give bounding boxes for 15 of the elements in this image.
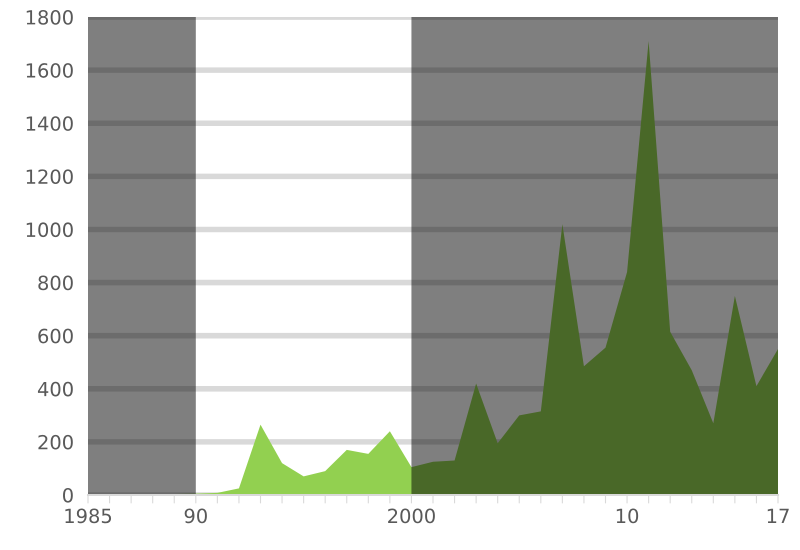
x-tick-label: 2000 bbox=[388, 508, 435, 524]
y-tick-label: 0 bbox=[63, 488, 73, 503]
y-tick-label: 1000 bbox=[26, 222, 73, 238]
x-tick-label: 1985 bbox=[65, 508, 112, 524]
y-tick-label: 1600 bbox=[26, 63, 73, 78]
y-tick-label: 200 bbox=[38, 434, 73, 450]
y-tick-label: 1800 bbox=[26, 10, 73, 25]
x-tick-label: 17 bbox=[768, 508, 789, 523]
y-tick-label: 1200 bbox=[26, 169, 73, 184]
y-tick-label: 800 bbox=[38, 276, 73, 290]
y-tick-label: 1400 bbox=[26, 116, 73, 131]
y-tick-label: 600 bbox=[38, 328, 73, 344]
x-tick-label: 10 bbox=[616, 508, 638, 524]
y-tick-label: 400 bbox=[38, 382, 73, 396]
x-tick-label: 90 bbox=[184, 508, 207, 524]
